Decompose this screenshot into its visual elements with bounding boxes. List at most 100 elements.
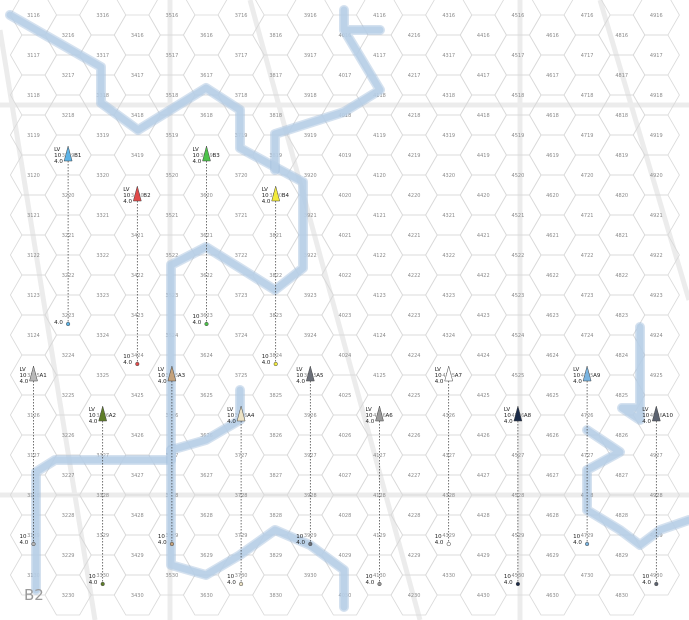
unit-stat-num1: 10 bbox=[89, 413, 96, 419]
ground-stat: 10 bbox=[296, 534, 303, 540]
hex-number: 4625 bbox=[546, 393, 559, 399]
hex-number: 3516 bbox=[166, 13, 179, 19]
hex-number: 4230 bbox=[408, 593, 421, 599]
river-south bbox=[167, 386, 348, 611]
ground-stat: 10 bbox=[89, 574, 96, 580]
hex-number: 4121 bbox=[373, 213, 386, 219]
hex-number: 4530 bbox=[512, 573, 525, 579]
unit-marker-icon[interactable] bbox=[271, 185, 281, 202]
hex-number: 4718 bbox=[581, 93, 594, 99]
unit-marker-icon[interactable] bbox=[651, 405, 661, 422]
hex-number: 3727 bbox=[235, 453, 248, 459]
ground-stat: 10 bbox=[435, 534, 442, 540]
unit-marker-icon[interactable] bbox=[132, 185, 142, 202]
hex-number: 4124 bbox=[373, 333, 386, 339]
unit-stat-lv: LV bbox=[504, 407, 510, 413]
unit-stat-num2: 4.0 bbox=[54, 159, 63, 165]
hex-number: 4920 bbox=[650, 173, 663, 179]
unit-stat-num1: 10 bbox=[504, 413, 511, 419]
ground-position-icon bbox=[273, 361, 278, 367]
hex-number: 3317 bbox=[96, 53, 109, 59]
hex-number: 4116 bbox=[373, 13, 386, 19]
ground-position-icon bbox=[31, 541, 36, 547]
hex-number: 3624 bbox=[200, 353, 213, 359]
hex-number: 4323 bbox=[442, 293, 455, 299]
unit-id-label: A5 bbox=[316, 373, 324, 379]
river-central bbox=[271, 6, 384, 174]
unit-marker-icon[interactable] bbox=[513, 405, 523, 422]
ground-position-icon bbox=[654, 581, 659, 587]
hex-number: 3226 bbox=[62, 433, 75, 439]
hex-number: 3717 bbox=[235, 53, 248, 59]
hex-number: 4729 bbox=[581, 533, 594, 539]
hex-number: 4916 bbox=[650, 13, 663, 19]
hex-number: 4424 bbox=[477, 353, 490, 359]
hex-number: 4422 bbox=[477, 273, 490, 279]
unit-marker-icon[interactable] bbox=[444, 365, 454, 382]
hex-number: 3117 bbox=[27, 53, 40, 59]
unit-marker-icon[interactable] bbox=[305, 365, 315, 382]
hex-number: 3821 bbox=[269, 233, 282, 239]
unit-marker-icon[interactable] bbox=[202, 145, 211, 162]
hex-cell[interactable] bbox=[632, 554, 680, 596]
hex-number: 3320 bbox=[96, 173, 109, 179]
hex-number: 3522 bbox=[166, 253, 179, 259]
hex-number: 3122 bbox=[27, 253, 40, 259]
unit-marker-icon[interactable] bbox=[236, 405, 246, 422]
unit-marker-icon[interactable] bbox=[63, 145, 73, 162]
unit-marker-icon[interactable] bbox=[29, 365, 38, 382]
hex-number: 4921 bbox=[650, 213, 663, 219]
hex-number: 4619 bbox=[546, 153, 559, 159]
hex-number: 3116 bbox=[27, 13, 40, 19]
unit-marker-icon[interactable] bbox=[98, 405, 108, 422]
unit-id-label: A2 bbox=[109, 413, 116, 419]
hex-number: 4118 bbox=[373, 93, 386, 99]
unit-marker-icon[interactable] bbox=[167, 365, 177, 382]
hex-number: 4321 bbox=[442, 213, 455, 219]
hex-number: 3618 bbox=[200, 113, 213, 119]
hex-number: 3228 bbox=[62, 513, 75, 519]
unit-stat-num2: 4.0 bbox=[435, 379, 444, 385]
ground-position-icon bbox=[100, 581, 105, 587]
hex-number: 4317 bbox=[442, 53, 455, 59]
hex-number: 4828 bbox=[615, 513, 628, 519]
ground-stat: 4.0 bbox=[504, 580, 513, 586]
hex-number: 4622 bbox=[546, 273, 559, 279]
unit-stat-num1: 10 bbox=[227, 413, 234, 419]
hex-number: 4322 bbox=[442, 253, 455, 259]
hex-number: 4122 bbox=[373, 253, 386, 259]
hex-number: 3323 bbox=[96, 293, 109, 299]
hex-number: 4829 bbox=[615, 553, 628, 559]
ground-stat: 10 bbox=[504, 574, 511, 580]
unit-marker-icon[interactable] bbox=[582, 365, 592, 382]
hex-number: 4028 bbox=[339, 513, 352, 519]
hex-number: 4930 bbox=[650, 573, 663, 579]
ground-stat: 10 bbox=[158, 534, 165, 540]
hex-number: 3324 bbox=[96, 333, 109, 339]
unit-stat-num2: 4.0 bbox=[20, 379, 29, 385]
hex-number: 3827 bbox=[269, 473, 282, 479]
hex-number: 4624 bbox=[546, 353, 559, 359]
hex-number: 4320 bbox=[442, 173, 455, 179]
hex-number: 4426 bbox=[477, 433, 490, 439]
unit-stat-num2: 4.0 bbox=[573, 379, 582, 385]
hex-number: 3623 bbox=[200, 313, 213, 319]
hex-number: 4123 bbox=[373, 293, 386, 299]
hex-number: 4119 bbox=[373, 133, 386, 139]
unit-marker-icon[interactable] bbox=[375, 405, 384, 422]
